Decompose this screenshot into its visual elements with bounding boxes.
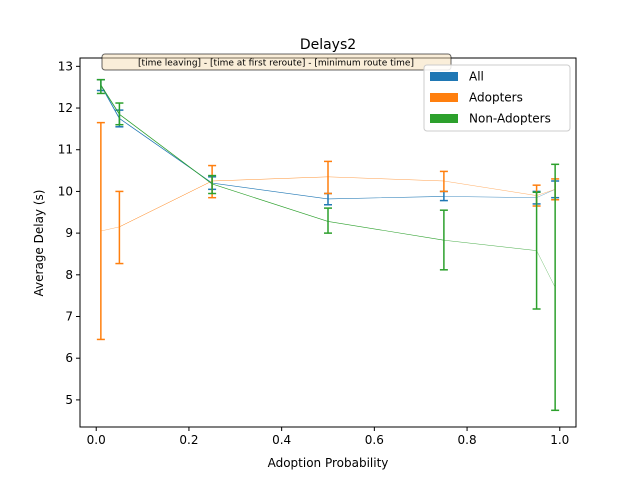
chart-title: Delays2 bbox=[300, 37, 356, 53]
x-tick-label: 0.6 bbox=[365, 433, 384, 447]
series-line-segment bbox=[443, 196, 537, 198]
y-tick-label: 8 bbox=[65, 268, 73, 282]
error-bar bbox=[532, 191, 541, 310]
y-tick-label: 13 bbox=[58, 59, 73, 73]
error-bar bbox=[115, 102, 124, 126]
error-bar bbox=[439, 190, 448, 202]
error-bar bbox=[439, 209, 448, 271]
series-line-segment bbox=[211, 183, 329, 222]
y-tick-label: 9 bbox=[65, 226, 73, 240]
x-tick-label: 1.0 bbox=[550, 433, 569, 447]
legend-swatch bbox=[430, 114, 458, 123]
error-bar bbox=[551, 163, 560, 412]
legend-swatch bbox=[430, 72, 458, 81]
error-bar bbox=[439, 170, 448, 193]
series-2 bbox=[96, 78, 560, 412]
y-tick-label: 10 bbox=[58, 184, 73, 198]
error-bar bbox=[96, 121, 105, 341]
series-line-segment bbox=[100, 226, 120, 232]
legend-swatch bbox=[430, 93, 458, 102]
series-line-segment bbox=[536, 250, 556, 288]
series-line-segment bbox=[536, 189, 556, 198]
y-tick-label: 11 bbox=[58, 143, 73, 157]
y-tick-label: 12 bbox=[58, 101, 73, 115]
x-tick-label: 0.2 bbox=[179, 433, 198, 447]
series-line-segment bbox=[536, 189, 556, 196]
error-bar bbox=[324, 160, 332, 195]
series-line-segment bbox=[119, 113, 213, 185]
series-1 bbox=[96, 121, 560, 341]
y-tick-label: 7 bbox=[65, 310, 73, 324]
series-line-segment bbox=[327, 196, 445, 200]
series-line-segment bbox=[327, 221, 445, 241]
legend-entry: Adopters bbox=[469, 91, 523, 105]
legend-box bbox=[423, 64, 571, 132]
error-bar bbox=[324, 207, 332, 234]
error-bar bbox=[96, 78, 105, 95]
series-line-segment bbox=[211, 176, 329, 182]
annotation-text: [time leaving] - [time at first reroute]… bbox=[138, 59, 414, 69]
legend-entry: Non-Adopters bbox=[469, 112, 551, 126]
series-line-segment bbox=[327, 176, 445, 182]
x-tick-label: 0.0 bbox=[87, 433, 106, 447]
series-line-segment bbox=[443, 239, 537, 251]
series-line-segment bbox=[211, 182, 329, 200]
annotation-box: [time leaving] - [time at first reroute]… bbox=[101, 53, 452, 71]
series-line-segment bbox=[443, 180, 537, 196]
error-bar bbox=[115, 190, 124, 265]
legend-entry: All bbox=[469, 70, 484, 84]
x-axis-label: Adoption Probability bbox=[268, 456, 389, 470]
series-line-segment bbox=[119, 180, 213, 228]
y-axis-label: Average Delay (s) bbox=[32, 190, 46, 297]
series-line-segment bbox=[100, 84, 120, 115]
legend: All Adopters Non-Adopters bbox=[423, 64, 571, 132]
y-tick-label: 5 bbox=[65, 393, 73, 407]
error-bar bbox=[208, 174, 217, 195]
y-tick-label: 6 bbox=[65, 351, 73, 365]
x-tick-label: 0.8 bbox=[458, 433, 477, 447]
x-tick-label: 0.4 bbox=[272, 433, 291, 447]
